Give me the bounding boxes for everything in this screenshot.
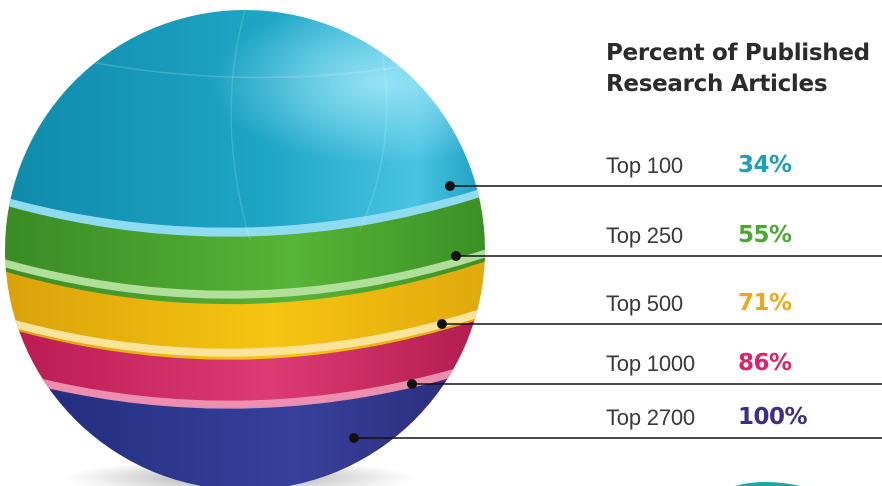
leader-lines	[354, 185, 882, 439]
layer-top-500	[5, 252, 485, 360]
row-label-top-2700: Top 2700	[606, 405, 695, 430]
row-value-top-100: 34%	[738, 152, 792, 178]
leader-dot-top-100	[445, 181, 455, 191]
chart-title: Percent of Published Research Articles	[606, 40, 870, 97]
decorative-teal-arc	[735, 482, 800, 486]
leader-dot-top-250	[451, 251, 461, 261]
row-value-top-250: 55%	[738, 222, 792, 248]
leader-dot-top-2700	[349, 433, 359, 443]
layer-top-250	[5, 186, 485, 305]
row-value-top-2700: 100%	[738, 404, 808, 430]
row-label-top-250: Top 250	[606, 223, 683, 248]
row-value-top-1000: 86%	[738, 350, 792, 376]
row-value-top-500: 71%	[738, 290, 792, 316]
row-label-top-100: Top 100	[606, 153, 683, 178]
row-label-top-500: Top 500	[606, 291, 683, 316]
leader-dot-top-1000	[407, 379, 417, 389]
row-label-top-1000: Top 1000	[606, 351, 695, 376]
leader-dot-top-500	[437, 319, 447, 329]
